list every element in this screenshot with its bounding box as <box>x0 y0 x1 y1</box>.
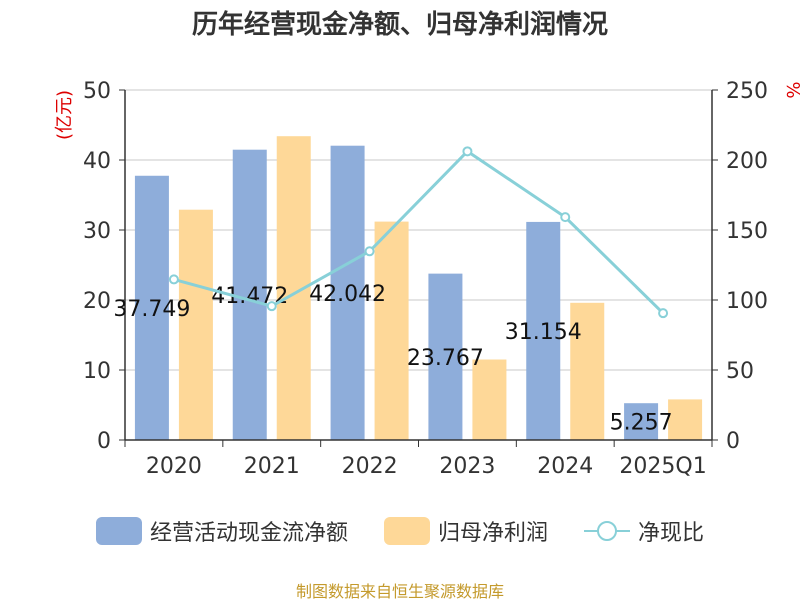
bar-cashflow <box>428 273 463 440</box>
bar-cashflow <box>330 145 365 440</box>
bar-cashflow <box>232 149 267 441</box>
legend-item-profit[interactable]: 归母净利润 <box>383 515 548 547</box>
ratio-point <box>266 301 277 312</box>
y-right-tick-label: 100 <box>726 289 768 314</box>
bar-profit <box>178 209 213 440</box>
bar-cashflow <box>526 221 561 440</box>
bar-cashflow <box>134 175 169 440</box>
source-note: 制图数据来自恒生聚源数据库 <box>295 582 504 601</box>
grid-lines <box>125 89 712 371</box>
legend-swatch-ratio <box>584 517 630 545</box>
bars <box>134 136 703 441</box>
legend-swatch-cashflow <box>95 517 142 545</box>
y-right-tick-label: 250 <box>726 79 768 104</box>
x-tick-label: 2024 <box>537 454 593 479</box>
data-label-cashflow: 42.042 <box>309 282 386 307</box>
axes: 0 10 20 30 40 50 0 50 100 150 200 250 (亿元)% 2020 2021 2… <box>54 79 800 479</box>
data-label-cashflow: 31.154 <box>505 320 582 345</box>
x-tick-label: 2025Q1 <box>619 454 706 479</box>
y-left-tick-label: 20 <box>83 289 111 314</box>
y-left-tick-label: 50 <box>83 79 111 104</box>
data-label-cashflow: 23.767 <box>407 346 484 371</box>
y-left-axis-title: (亿元) <box>54 90 75 140</box>
ratio-point <box>462 146 473 157</box>
y-left-tick-label: 30 <box>83 219 111 244</box>
ratio-point <box>364 246 375 257</box>
ratio-point <box>658 308 669 319</box>
y-left-tick-label: 0 <box>97 429 111 454</box>
bar-profit <box>570 302 605 440</box>
x-tick-label: 2023 <box>439 454 495 479</box>
data-label-cashflow: 37.749 <box>113 297 190 322</box>
x-tick-label: 2020 <box>146 454 202 479</box>
legend-item-cashflow[interactable]: 经营活动现金流净额 <box>95 515 348 547</box>
legend-label-ratio: 净现比 <box>638 521 705 546</box>
chart-title: 历年经营现金净额、归母净利润情况 <box>191 10 608 40</box>
ratio-point <box>168 274 179 285</box>
legend-label-profit: 归母净利润 <box>437 521 548 546</box>
bar-profit <box>668 399 703 440</box>
bar-cashflow <box>624 403 659 440</box>
bar-profit <box>472 359 507 440</box>
data-label-cashflow: 5.257 <box>610 411 673 436</box>
legend-label-cashflow: 经营活动现金流净额 <box>149 521 348 546</box>
y-right-tick-label: 150 <box>726 219 768 244</box>
y-right-tick-label: 0 <box>726 429 740 454</box>
legend-swatch-profit <box>383 517 430 545</box>
bar-profit <box>374 221 409 440</box>
y-right-tick-label: 50 <box>726 359 754 384</box>
ratio-line <box>168 146 669 319</box>
y-right-axis-title: % <box>782 81 800 98</box>
y-right-tick-label: 200 <box>726 149 768 174</box>
y-left-tick-label: 10 <box>83 359 111 384</box>
x-tick-label: 2022 <box>342 454 398 479</box>
legend-item-ratio[interactable]: 净现比 <box>584 515 704 547</box>
ratio-point <box>560 212 571 223</box>
legend: 经营活动现金流净额 归母净利润 净现比 <box>0 515 800 547</box>
y-left-tick-label: 40 <box>83 149 111 174</box>
x-tick-label: 2021 <box>244 454 300 479</box>
ratio-polyline <box>173 149 665 315</box>
